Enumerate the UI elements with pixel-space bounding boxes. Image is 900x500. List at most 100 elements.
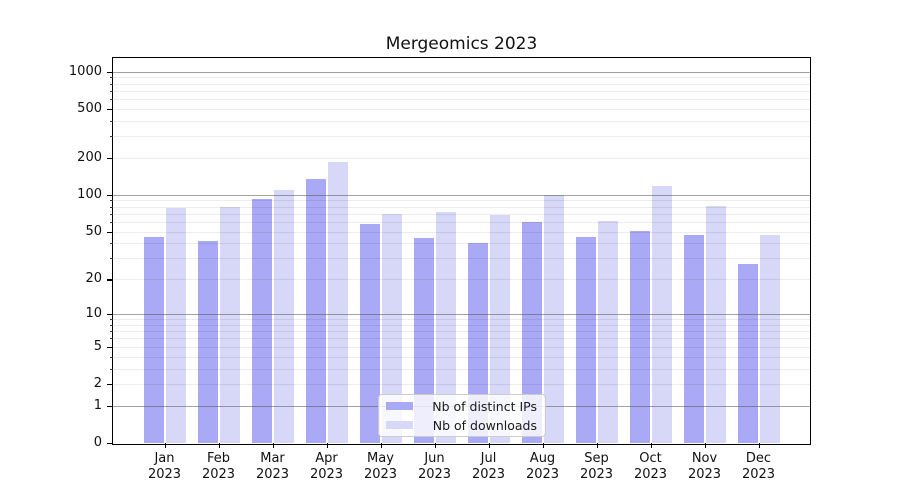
x-axis-tick-label: Feb 2023 <box>201 451 236 482</box>
x-axis-tick <box>488 443 490 448</box>
gridline-minor <box>113 324 810 326</box>
y-axis-minor-tick <box>109 368 113 370</box>
y-axis-tick-label: 1 <box>93 397 102 413</box>
x-axis-tick-label: Aug 2023 <box>525 451 560 482</box>
legend-item-downloads: Nb of downloads <box>386 418 537 433</box>
gridline-minor <box>113 108 810 110</box>
x-axis-tick-label: Dec 2023 <box>741 451 776 482</box>
legend-label: Nb of distinct IPs <box>432 398 537 414</box>
legend-swatch-downloads <box>386 420 413 430</box>
legend-item-distinct-ips: Nb of distinct IPs <box>386 399 537 414</box>
x-axis-tick <box>218 443 220 448</box>
x-axis-tick <box>272 443 274 448</box>
y-axis-tick-label: 500 <box>77 100 102 116</box>
bar-distinct-ips <box>521 221 542 443</box>
y-axis-tick <box>107 157 113 160</box>
y-axis-tick-label: 20 <box>85 271 102 287</box>
y-axis-minor-tick <box>109 200 113 202</box>
y-axis-tick <box>107 108 113 110</box>
y-axis-minor-tick <box>109 338 113 340</box>
y-axis-minor-tick <box>109 77 113 79</box>
y-axis-minor-tick <box>109 136 113 138</box>
bar-downloads <box>598 221 618 443</box>
gridline-minor <box>113 356 810 358</box>
bar-distinct-ips <box>575 237 596 443</box>
x-axis-tick <box>758 443 760 448</box>
gridline-minor <box>113 157 810 159</box>
y-axis-tick <box>107 383 113 386</box>
bar-distinct-ips <box>683 234 704 443</box>
gridline-minor <box>113 279 810 281</box>
x-axis-tick <box>326 443 328 448</box>
y-axis-tick <box>107 314 113 316</box>
gridline-minor <box>113 213 810 215</box>
bar-distinct-ips <box>737 263 758 443</box>
x-axis-tick-label: Mar 2023 <box>255 451 290 482</box>
gridline-minor <box>113 221 810 223</box>
bar-distinct-ips <box>359 223 380 443</box>
x-axis-tick-label: Apr 2023 <box>309 451 344 482</box>
y-axis-minor-tick <box>109 83 113 85</box>
y-axis-minor-tick <box>109 324 113 326</box>
gridline-minor <box>113 338 810 340</box>
x-axis-tick-label: Sep 2023 <box>579 451 614 482</box>
gridline-minor <box>113 319 810 321</box>
y-axis-tick-label: 2 <box>93 375 102 391</box>
bar-downloads <box>760 234 780 443</box>
bar-downloads <box>544 194 564 443</box>
bar-distinct-ips <box>467 243 488 443</box>
gridline-minor <box>113 90 810 92</box>
y-axis-tick <box>107 346 113 348</box>
gridline-minor <box>113 243 810 245</box>
gridline-minor <box>113 383 810 385</box>
y-axis-tick-label: 100 <box>77 186 102 202</box>
y-axis-tick-label: 200 <box>77 149 102 165</box>
y-axis-tick <box>107 279 113 281</box>
gridline-major <box>113 314 810 316</box>
gridline-major <box>113 194 810 196</box>
gridline-minor <box>113 98 810 100</box>
x-axis-tick-label: Oct 2023 <box>633 451 668 482</box>
bar-downloads <box>382 213 402 443</box>
x-axis-tick <box>434 443 436 448</box>
x-axis-tick-label: Jan 2023 <box>147 451 182 482</box>
x-axis-tick-label: Nov 2023 <box>687 451 722 482</box>
y-axis-minor-tick <box>109 221 113 223</box>
y-axis-minor-tick <box>109 90 113 92</box>
y-axis-tick <box>107 194 113 197</box>
gridline-major <box>113 71 810 73</box>
y-axis-minor-tick <box>109 120 113 122</box>
y-axis-tick <box>107 405 113 407</box>
y-axis-tick-label: 1000 <box>68 63 102 79</box>
x-axis-tick <box>542 443 544 448</box>
y-axis-tick-label: 50 <box>85 223 102 239</box>
y-axis-tick-label: 5 <box>93 338 102 354</box>
gridline-minor <box>113 231 810 233</box>
y-axis-tick <box>107 231 113 233</box>
y-axis-minor-tick <box>109 258 113 260</box>
x-axis-tick <box>650 443 652 448</box>
bar-distinct-ips <box>251 198 272 443</box>
y-axis-minor-tick <box>109 98 113 100</box>
bar-distinct-ips <box>197 240 218 443</box>
gridline-minor <box>113 368 810 370</box>
y-axis-minor-tick <box>109 356 113 358</box>
gridline-minor <box>113 136 810 138</box>
legend-swatch-distinct-ips <box>386 401 413 411</box>
bar-distinct-ips <box>413 238 434 443</box>
gridline-minor <box>113 77 810 79</box>
y-axis-tick-label: 10 <box>85 306 102 322</box>
y-axis-minor-tick <box>109 319 113 321</box>
gridline-minor <box>113 200 810 202</box>
x-axis-tick-label: Jun 2023 <box>417 451 452 482</box>
x-axis-tick <box>704 443 706 448</box>
gridline-minor <box>113 206 810 208</box>
gridline-minor <box>113 120 810 122</box>
y-axis-minor-tick <box>109 243 113 245</box>
y-axis-tick-label: 0 <box>93 435 102 450</box>
x-axis-tick <box>596 443 598 448</box>
gridline-minor <box>113 83 810 85</box>
x-axis-tick <box>380 443 382 448</box>
y-axis-tick <box>107 71 113 73</box>
